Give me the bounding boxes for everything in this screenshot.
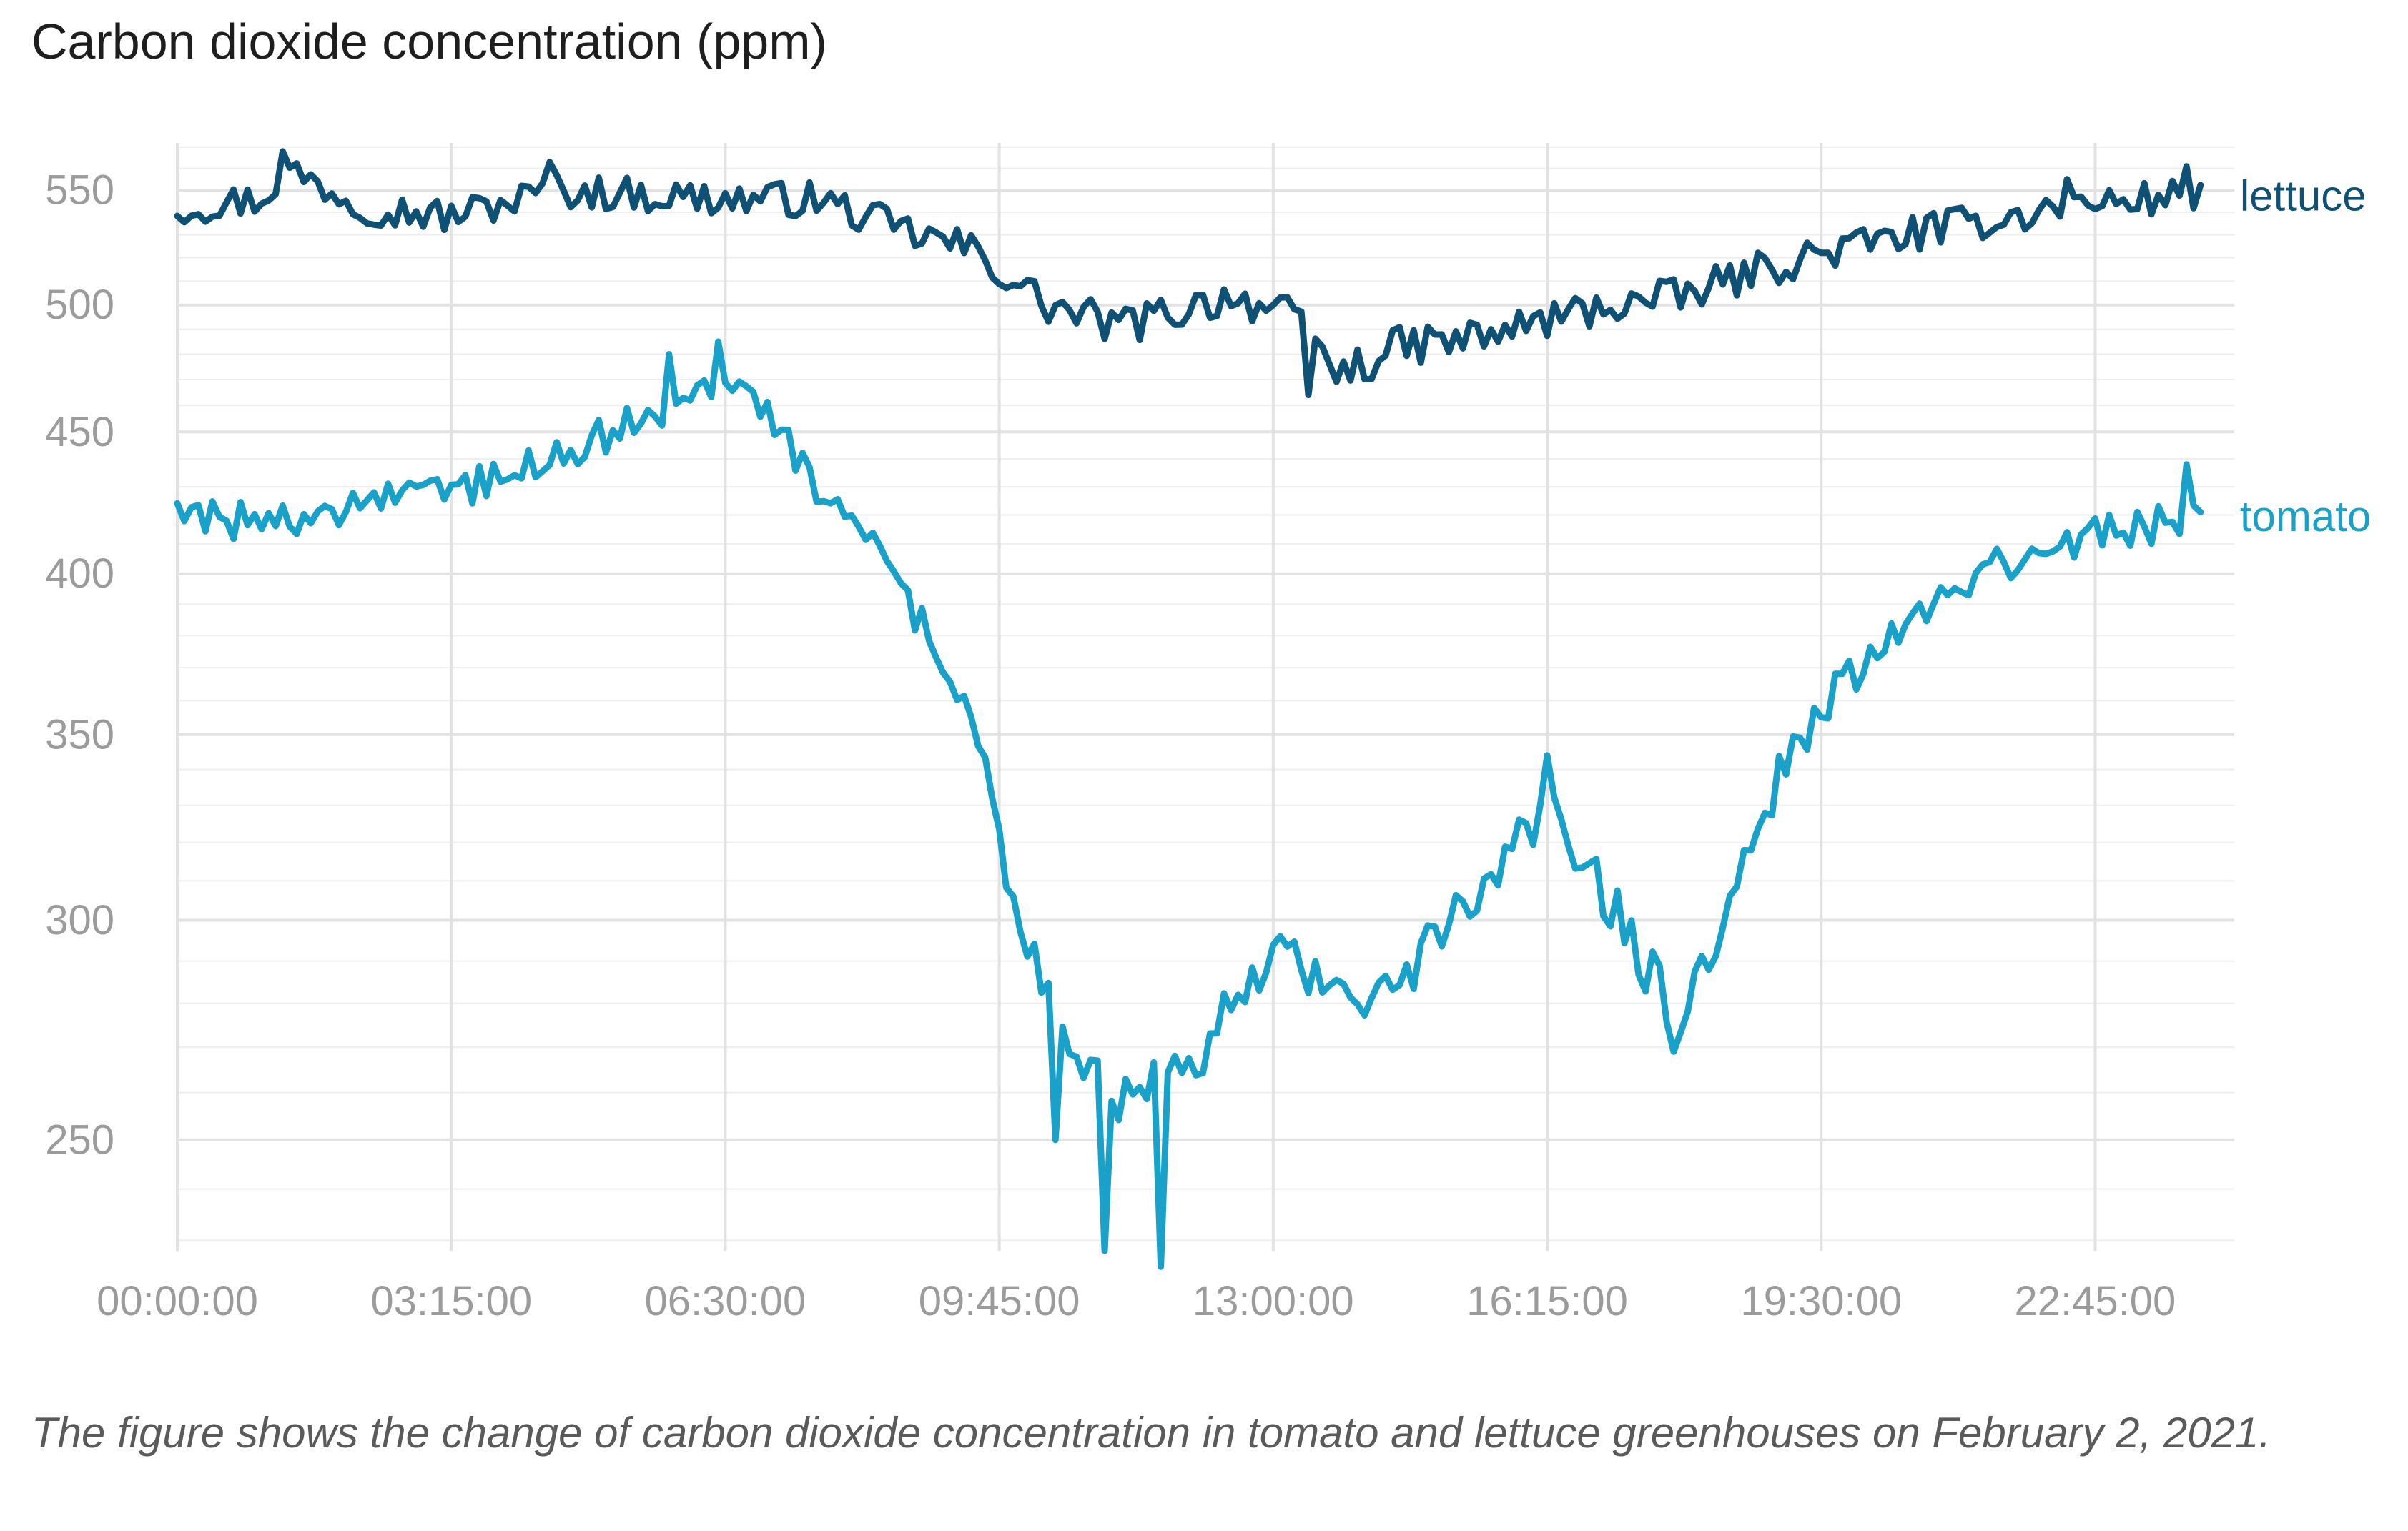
series-line-lettuce [174, 148, 2204, 399]
x-tick-label: 19:30:00 [1740, 1278, 1902, 1324]
x-tick-label: 13:00:00 [1193, 1278, 1354, 1324]
x-tick-label: 22:45:00 [2015, 1278, 2176, 1324]
y-tick-label: 250 [45, 1116, 114, 1163]
y-tick-label: 500 [45, 282, 114, 328]
y-tick-label: 400 [45, 550, 114, 597]
x-tick-label: 00:00:00 [97, 1278, 258, 1324]
series-label-lettuce: lettuce [2240, 172, 2367, 220]
series-lines [174, 148, 2204, 1270]
series-label-tomato: tomato [2240, 492, 2371, 540]
x-axis-tick-labels: 00:00:00 03:15:00 06:30:00 09:45:00 13:00:00… [97, 1278, 2176, 1324]
minor-gridlines [177, 146, 2234, 1242]
series-line-tomato [174, 338, 2204, 1270]
y-tick-label: 350 [45, 711, 114, 758]
x-tick-label: 16:15:00 [1466, 1278, 1628, 1324]
line-chart: 250 300 350 400 450 500 550 00:00:00 03:15:00 06… [45, 143, 2371, 1324]
x-tick-label: 09:45:00 [919, 1278, 1080, 1324]
chart-title: Carbon dioxide concentration (ppm) [31, 14, 827, 69]
y-tick-label: 300 [45, 897, 114, 943]
x-tick-label: 03:15:00 [370, 1278, 532, 1324]
major-x-gridlines [176, 143, 2097, 1251]
y-tick-label: 550 [45, 167, 114, 214]
figure-caption: The figure shows the change of carbon di… [31, 1409, 2271, 1457]
y-tick-label: 450 [45, 409, 114, 455]
x-tick-label: 06:30:00 [645, 1278, 806, 1324]
series-labels: lettuce tomato [2240, 172, 2371, 540]
major-y-gridlines [177, 189, 2234, 1141]
y-axis-tick-labels: 250 300 350 400 450 500 550 [45, 167, 114, 1164]
